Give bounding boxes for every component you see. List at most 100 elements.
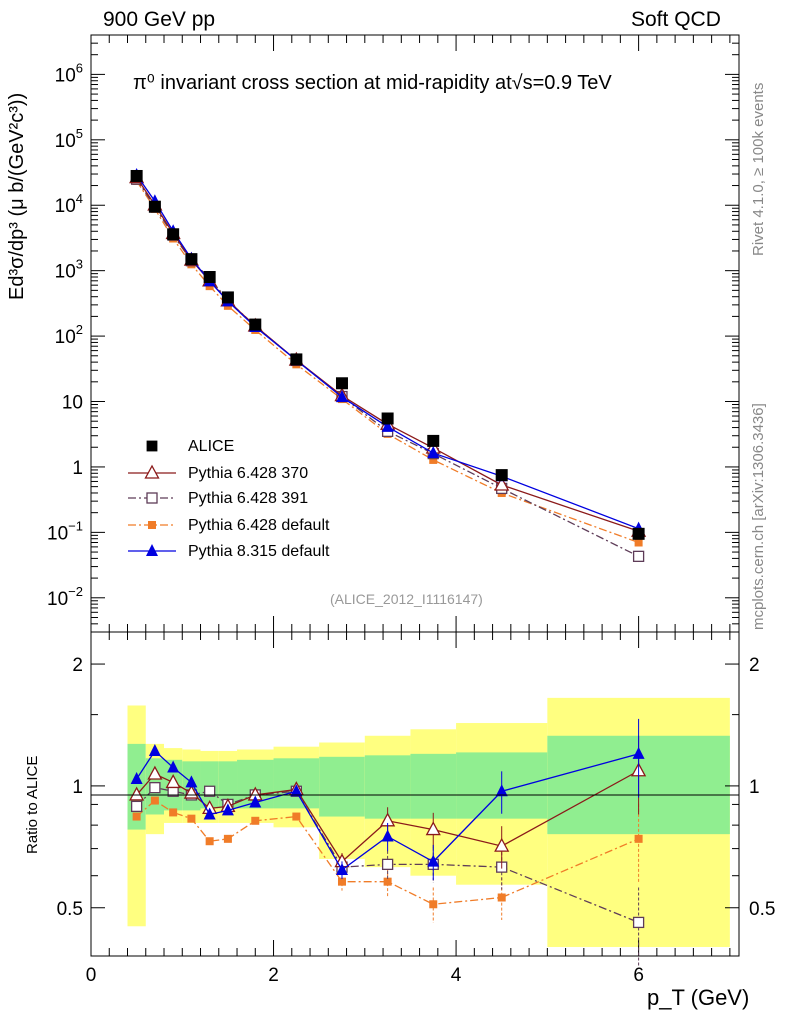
alice-point bbox=[221, 291, 234, 304]
inner-band-bin bbox=[218, 761, 238, 809]
pythia-6-428-default-ratio-point bbox=[383, 877, 392, 886]
rivet-version-label: Rivet 4.1.0, ≥ 100k events bbox=[750, 82, 767, 256]
legend-markers bbox=[128, 440, 176, 556]
pythia-6-428-default-ratio-point bbox=[223, 834, 232, 843]
alice-point bbox=[427, 434, 440, 447]
header-left: 900 GeV pp bbox=[103, 8, 216, 31]
pythia-6-428-default-point bbox=[429, 455, 438, 464]
pythia-8-315-default-ratio-point bbox=[130, 772, 143, 785]
main-y-tick-label: 105 bbox=[55, 126, 83, 152]
alice-point bbox=[290, 353, 303, 366]
pythia-6-428-default-ratio-point bbox=[292, 812, 301, 821]
pythia-6-428-370-ratio-point bbox=[165, 774, 181, 789]
ratio-y-tick-label-right: 2 bbox=[749, 655, 760, 676]
pythia-6-428-default-ratio-point bbox=[132, 812, 141, 821]
pythia-6-428-default-ratio-point bbox=[497, 893, 506, 902]
alice-point bbox=[203, 271, 216, 284]
main-y-tick-label: 103 bbox=[55, 257, 83, 283]
ratio-y-tick-label-right: 0.5 bbox=[749, 899, 775, 920]
x-tick-label: 2 bbox=[268, 965, 279, 986]
ratio-y-tick-label-left: 0.5 bbox=[57, 899, 83, 920]
pythia-8-315-default-ratio-point bbox=[495, 784, 508, 797]
inner-band-bin bbox=[410, 753, 457, 819]
pythia-8-315-default-ratio-point bbox=[185, 775, 198, 788]
pythia-8-315-default-ratio-point bbox=[427, 854, 440, 867]
pythia-6-428-default-ratio-point bbox=[169, 808, 178, 817]
alice-point bbox=[495, 469, 508, 482]
pythia-6-428-370-point bbox=[494, 476, 510, 491]
legend-entry-pythia6-370: Pythia 6.428 370 bbox=[188, 465, 309, 482]
ratio-y-tick-label-right: 1 bbox=[749, 777, 760, 798]
main-y-tick-label: 106 bbox=[55, 60, 83, 86]
pythia-6-428-370-ratio-point bbox=[147, 765, 163, 780]
main-axis-ticks: 10−2 10−1 1 10 102 103 104 105 106 bbox=[47, 34, 739, 633]
pythia-8-315-default-ratio-point bbox=[381, 829, 394, 842]
pythia-6-428-391-ratio-point bbox=[381, 858, 394, 871]
pythia-6-428-default-point bbox=[634, 538, 643, 547]
pythia-6-428-391-ratio-point bbox=[203, 785, 216, 797]
alice-point bbox=[335, 377, 348, 390]
pythia-6-428-default-ratio-point bbox=[251, 816, 260, 825]
main-y-tick-label: 104 bbox=[55, 191, 83, 217]
ratio-axis-ticks: 0.5 0.5 1 1 2 2 0 2 4 6 bbox=[57, 632, 775, 986]
pythia-6-428-default-ratio-point bbox=[187, 814, 196, 823]
pythia-8-315-default-ratio-point bbox=[335, 862, 348, 875]
pythia-6-428-391-point bbox=[632, 550, 645, 562]
pythia-6-428-391-legend-marker bbox=[146, 492, 158, 504]
pythia-6-428-default-ratio-point bbox=[150, 796, 159, 805]
alice-point bbox=[130, 169, 143, 182]
x-axis-label: p_T (GeV) bbox=[647, 985, 750, 1010]
pythia-6-428-default-legend-marker bbox=[148, 521, 156, 529]
alice-point bbox=[632, 527, 645, 540]
pythia-8-315-default-ratio-point bbox=[290, 784, 303, 797]
alice-point bbox=[167, 228, 180, 241]
alice-point bbox=[249, 318, 262, 331]
pythia-8-315-default-legend-marker bbox=[146, 544, 158, 556]
pythia-8-315-default-ratio-point bbox=[148, 743, 161, 756]
alice-legend-marker bbox=[146, 440, 158, 452]
alice-point bbox=[148, 200, 161, 213]
main-y-tick-label: 102 bbox=[55, 322, 83, 348]
analysis-tag: (ALICE_2012_I1116147) bbox=[330, 591, 483, 607]
pythia-8-315-default-point bbox=[335, 390, 348, 403]
pythia-8-315-default-ratio-point bbox=[203, 807, 216, 820]
pythia-6-428-default-line bbox=[136, 180, 639, 544]
main-y-tick-label: 10−2 bbox=[47, 584, 83, 610]
pythia-8-315-default-ratio-point bbox=[167, 760, 180, 773]
pythia-8-315-default-point bbox=[427, 446, 440, 459]
pythia-6-428-391-ratio-point bbox=[130, 800, 143, 813]
pythia-6-428-default-ratio-point bbox=[205, 837, 214, 846]
pythia-6-428-391-ratio-point bbox=[149, 782, 161, 794]
pythia-6-428-370-ratio-point bbox=[494, 837, 510, 852]
pythia-6-428-default-ratio-point bbox=[634, 834, 643, 843]
main-series-group bbox=[129, 167, 647, 562]
pythia-6-428-370-ratio-point bbox=[425, 821, 441, 836]
ratio-y-tick-label-left: 1 bbox=[72, 777, 83, 798]
pythia-6-428-370-ratio-point bbox=[129, 786, 145, 801]
mcplots-reference-label: mcplots.cern.ch [arXiv:1306.3436] bbox=[750, 403, 767, 630]
ratio-y-tick-label-left: 2 bbox=[72, 655, 83, 676]
inner-band-bin bbox=[319, 756, 365, 817]
main-y-axis-label: Ed³σ/dp³ (μ b/(GeV²c³)) bbox=[6, 92, 28, 300]
pythia-8-315-default-ratio-point bbox=[249, 795, 262, 808]
legend-entry-pythia8-default: Pythia 8.315 default bbox=[188, 543, 330, 560]
alice-point bbox=[381, 412, 394, 425]
pythia-6-428-default-ratio-point bbox=[337, 877, 346, 886]
header-right: Soft QCD bbox=[631, 8, 721, 31]
ratio-y-axis-label: Ratio to ALICE bbox=[24, 755, 41, 854]
ratio-plot-frame bbox=[90, 631, 740, 957]
legend-entry-pythia6-391: Pythia 6.428 391 bbox=[188, 490, 309, 507]
pythia-8-315-default-ratio-point bbox=[221, 803, 234, 816]
main-y-tick-label: 10−1 bbox=[47, 518, 83, 544]
pythia-6-428-370-legend-marker bbox=[144, 464, 160, 479]
alice-point bbox=[185, 253, 198, 266]
pythia-6-428-default-ratio-point bbox=[429, 900, 438, 909]
x-tick-label: 4 bbox=[451, 965, 462, 986]
plot-title: π⁰ invariant cross section at mid-rapidi… bbox=[133, 72, 612, 94]
main-y-tick-label: 1 bbox=[72, 458, 83, 479]
ratio-uncertainty-bands bbox=[127, 697, 730, 947]
legend-entry-pythia6-default: Pythia 6.428 default bbox=[188, 517, 330, 534]
pythia-6-428-391-ratio-point bbox=[632, 916, 645, 929]
legend-entry-alice: ALICE bbox=[188, 438, 235, 455]
pythia-8-315-default-ratio-point bbox=[632, 746, 645, 759]
